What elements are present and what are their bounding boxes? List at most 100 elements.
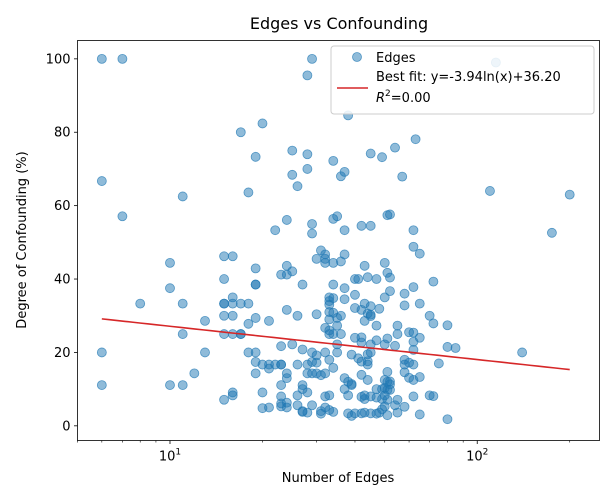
data-point xyxy=(96,380,107,390)
x-tick-label: 102 xyxy=(466,448,488,465)
legend-fit-label: Best fit: y=-3.94ln(x)+36.20 xyxy=(376,70,561,85)
data-point xyxy=(328,406,339,417)
data-point xyxy=(287,339,298,350)
data-point xyxy=(250,313,261,323)
legend-r2-value: =0.00 xyxy=(391,91,431,106)
data-point xyxy=(428,391,439,402)
data-point xyxy=(328,362,339,373)
data-point xyxy=(408,391,419,402)
data-point xyxy=(276,359,287,370)
y-tick-label: 20 xyxy=(54,346,71,361)
data-point xyxy=(219,298,229,309)
data-point xyxy=(311,253,322,264)
data-point xyxy=(564,189,575,200)
data-point xyxy=(227,298,238,309)
data-point xyxy=(250,151,261,162)
best-fit-line xyxy=(101,318,570,371)
data-point xyxy=(189,368,200,379)
data-point xyxy=(328,155,339,166)
data-point xyxy=(264,315,274,326)
y-tick-label: 40 xyxy=(54,273,71,288)
data-point xyxy=(292,359,303,370)
data-point xyxy=(414,298,425,309)
data-point xyxy=(408,282,419,293)
data-point xyxy=(365,220,376,231)
data-point xyxy=(307,53,317,64)
data-point xyxy=(450,343,461,353)
data-point xyxy=(324,354,335,365)
data-point xyxy=(362,272,373,283)
data-points xyxy=(96,53,575,425)
data-point xyxy=(219,310,229,321)
data-point xyxy=(428,318,439,329)
data-point xyxy=(399,288,410,299)
data-point xyxy=(382,410,393,421)
data-point xyxy=(336,310,346,321)
data-point xyxy=(343,390,354,401)
y-tick-label: 80 xyxy=(54,126,71,141)
data-point xyxy=(297,279,308,290)
data-point xyxy=(385,286,395,297)
data-point xyxy=(281,373,292,384)
data-point xyxy=(281,215,292,225)
data-point xyxy=(320,257,331,268)
data-point xyxy=(200,347,210,358)
data-point xyxy=(257,387,268,398)
legend-box xyxy=(330,45,595,115)
data-point xyxy=(117,211,128,222)
data-point xyxy=(292,310,303,321)
data-point xyxy=(264,402,274,413)
data-point xyxy=(371,335,382,346)
data-point xyxy=(281,402,292,413)
data-point xyxy=(243,318,254,329)
data-point xyxy=(385,209,395,220)
data-point xyxy=(356,369,367,380)
legend-r2-symbol: R xyxy=(376,91,385,106)
data-point xyxy=(250,279,261,290)
data-point xyxy=(292,181,303,192)
data-point xyxy=(320,368,331,379)
data-point xyxy=(219,274,229,284)
x-axis-label: Number of Edges xyxy=(282,471,395,486)
data-point xyxy=(371,320,382,331)
data-point xyxy=(332,347,343,358)
data-point xyxy=(307,219,317,229)
data-point xyxy=(324,390,335,401)
y-axis-ticks: 0 20 40 60 80 100 xyxy=(46,52,78,434)
legend-scatter-marker xyxy=(352,52,362,62)
data-point xyxy=(410,134,421,145)
data-point xyxy=(287,145,298,156)
data-point xyxy=(165,380,175,390)
data-point xyxy=(353,274,364,284)
data-point xyxy=(392,394,403,405)
data-point xyxy=(414,248,425,259)
data-point xyxy=(227,251,238,262)
data-point xyxy=(302,407,313,418)
data-point xyxy=(442,342,453,352)
data-point xyxy=(311,357,322,368)
data-point xyxy=(96,53,107,64)
data-point xyxy=(287,266,298,277)
data-point xyxy=(390,142,400,153)
data-point xyxy=(219,251,229,262)
data-point xyxy=(339,166,350,177)
data-point xyxy=(379,292,390,303)
data-point xyxy=(302,149,313,160)
data-point xyxy=(165,283,175,294)
data-point xyxy=(339,294,350,305)
data-point xyxy=(362,359,373,370)
legend: Edges Best fit: y=-3.94ln(x)+36.20 R2=0.… xyxy=(330,45,595,115)
data-point xyxy=(414,332,425,343)
fit-layer xyxy=(101,318,570,371)
y-tick-label: 100 xyxy=(46,52,71,67)
data-point xyxy=(307,228,317,239)
data-point xyxy=(408,225,419,236)
data-point xyxy=(339,283,350,294)
data-point xyxy=(332,320,343,331)
data-point xyxy=(356,337,367,348)
data-point xyxy=(243,298,254,309)
data-point xyxy=(392,329,403,339)
chart-title: Edges vs Confounding xyxy=(250,14,428,33)
data-point xyxy=(399,300,410,311)
data-point xyxy=(408,359,419,370)
